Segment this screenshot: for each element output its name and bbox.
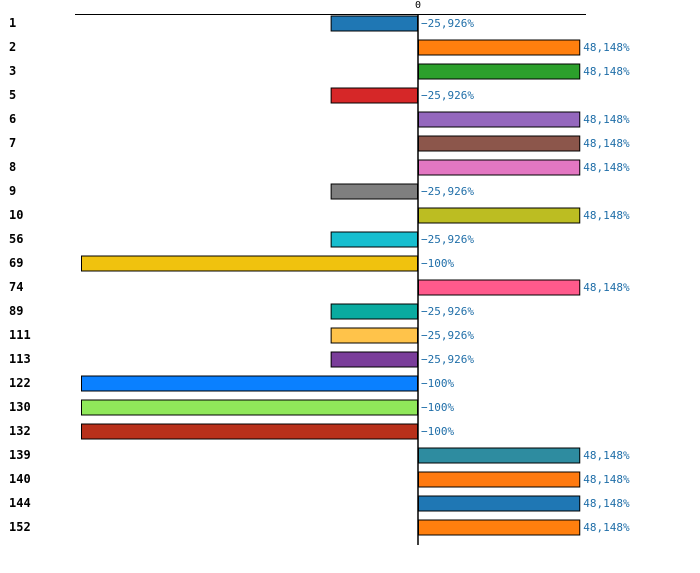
value-label-56: −25,926% xyxy=(421,233,474,246)
category-label-152: 152 xyxy=(9,520,31,534)
bar-111 xyxy=(330,327,419,344)
category-label-139: 139 xyxy=(9,448,31,462)
value-label-69: −100% xyxy=(421,257,454,270)
bar-1 xyxy=(330,15,419,32)
category-label-140: 140 xyxy=(9,472,31,486)
bar-10 xyxy=(418,207,581,224)
value-label-9: −25,926% xyxy=(421,185,474,198)
category-label-3: 3 xyxy=(9,64,16,78)
category-label-7: 7 xyxy=(9,136,16,150)
category-label-9: 9 xyxy=(9,184,16,198)
bar-8 xyxy=(418,159,581,176)
bar-6 xyxy=(418,111,581,128)
value-label-2: 48,148% xyxy=(583,41,630,54)
category-label-1: 1 xyxy=(9,16,16,30)
category-label-5: 5 xyxy=(9,88,16,102)
category-label-69: 69 xyxy=(9,256,23,270)
value-label-132: −100% xyxy=(421,425,454,438)
bar-89 xyxy=(330,303,419,320)
bar-5 xyxy=(330,87,419,104)
bar-140 xyxy=(418,471,581,488)
category-label-132: 132 xyxy=(9,424,31,438)
bar-3 xyxy=(418,63,581,80)
bar-56 xyxy=(330,231,419,248)
category-label-10: 10 xyxy=(9,208,23,222)
category-label-130: 130 xyxy=(9,400,31,414)
value-label-111: −25,926% xyxy=(421,329,474,342)
zero-tick-label: 0 xyxy=(415,0,421,11)
value-label-1: −25,926% xyxy=(421,17,474,30)
bar-113 xyxy=(330,351,419,368)
bar-130 xyxy=(81,399,418,416)
category-label-56: 56 xyxy=(9,232,23,246)
value-label-139: 48,148% xyxy=(583,449,630,462)
value-label-144: 48,148% xyxy=(583,497,630,510)
category-label-89: 89 xyxy=(9,304,23,318)
category-label-8: 8 xyxy=(9,160,16,174)
value-label-74: 48,148% xyxy=(583,281,630,294)
category-label-144: 144 xyxy=(9,496,31,510)
value-label-122: −100% xyxy=(421,377,454,390)
bar-152 xyxy=(418,519,581,536)
bar-139 xyxy=(418,447,581,464)
value-label-3: 48,148% xyxy=(583,65,630,78)
value-label-113: −25,926% xyxy=(421,353,474,366)
bar-69 xyxy=(81,255,418,272)
category-label-122: 122 xyxy=(9,376,31,390)
category-label-2: 2 xyxy=(9,40,16,54)
value-label-130: −100% xyxy=(421,401,454,414)
value-label-6: 48,148% xyxy=(583,113,630,126)
value-label-5: −25,926% xyxy=(421,89,474,102)
category-label-111: 111 xyxy=(9,328,31,342)
category-label-74: 74 xyxy=(9,280,23,294)
value-label-10: 48,148% xyxy=(583,209,630,222)
value-label-152: 48,148% xyxy=(583,521,630,534)
value-label-7: 48,148% xyxy=(583,137,630,150)
value-label-140: 48,148% xyxy=(583,473,630,486)
category-label-113: 113 xyxy=(9,352,31,366)
bar-2 xyxy=(418,39,581,56)
bar-74 xyxy=(418,279,581,296)
value-label-8: 48,148% xyxy=(583,161,630,174)
category-label-6: 6 xyxy=(9,112,16,126)
bar-144 xyxy=(418,495,581,512)
bar-7 xyxy=(418,135,581,152)
value-label-89: −25,926% xyxy=(421,305,474,318)
bar-132 xyxy=(81,423,418,440)
bar-122 xyxy=(81,375,418,392)
bar-9 xyxy=(330,183,419,200)
